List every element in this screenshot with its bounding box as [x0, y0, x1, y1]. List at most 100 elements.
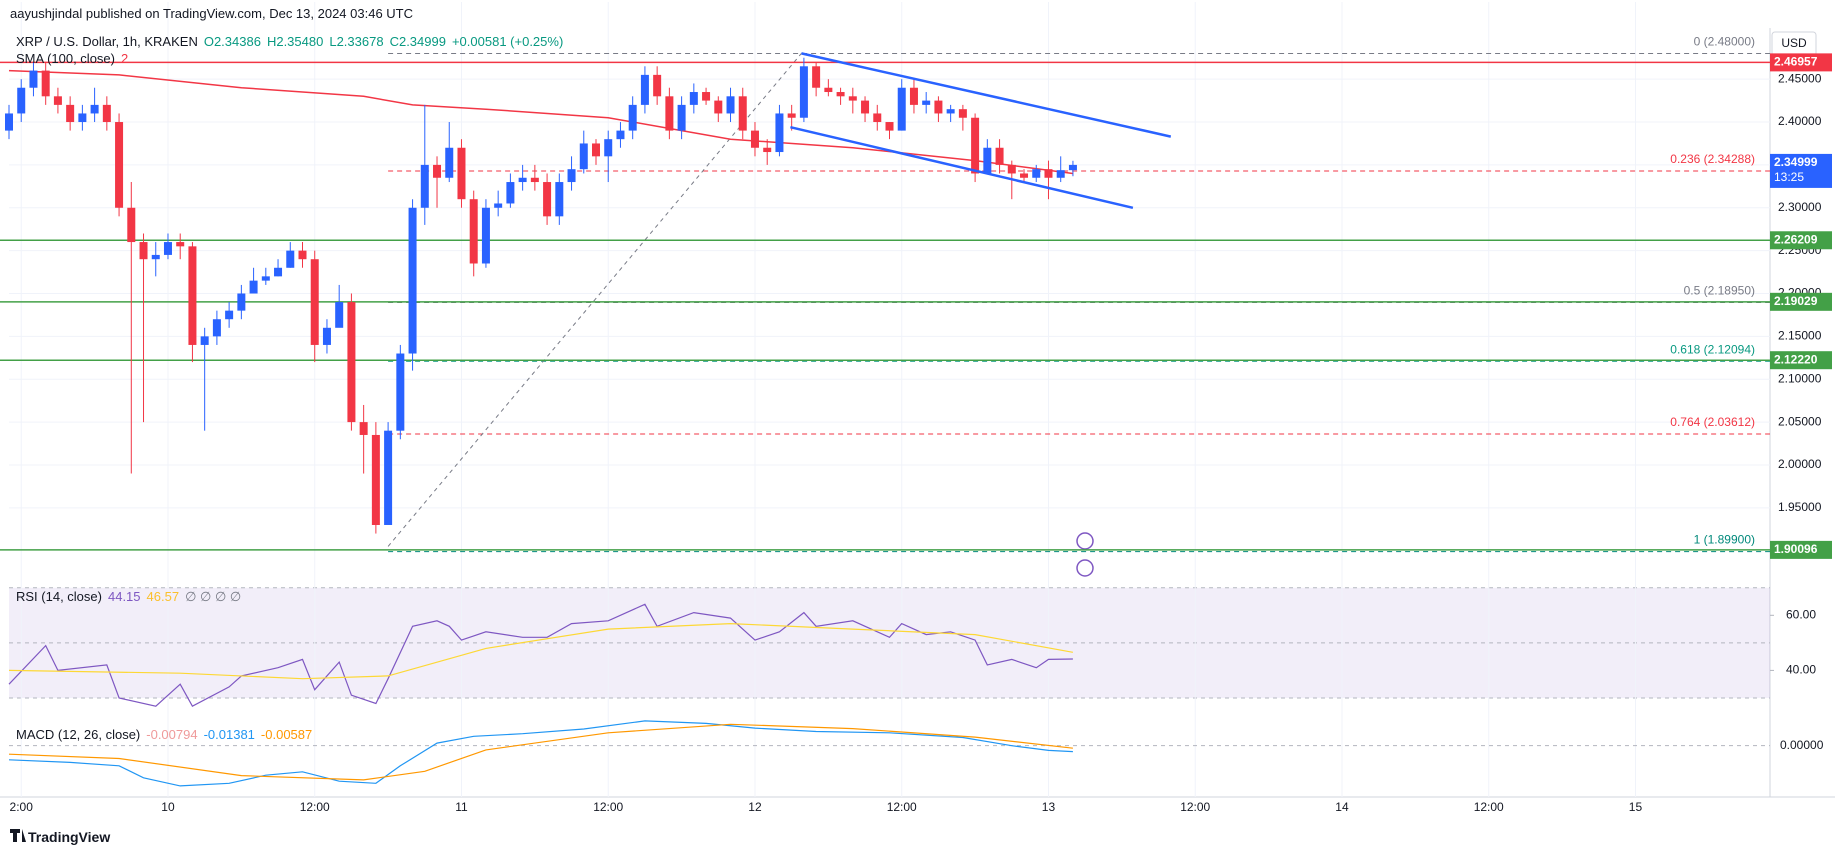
candle-body	[763, 147, 772, 153]
last-price-box	[1770, 153, 1832, 188]
candle-body	[983, 147, 992, 174]
y-tick-label: 2.10000	[1778, 371, 1822, 385]
candle-body	[457, 147, 466, 200]
fib-label: 0.5 (2.18950)	[1684, 284, 1755, 298]
rsi-name: RSI (14, close)	[16, 589, 102, 604]
level-price-box	[1770, 53, 1832, 72]
candle-body	[274, 267, 283, 277]
candle-body	[212, 319, 221, 337]
candle-body	[946, 109, 955, 114]
event-icon[interactable]	[1076, 559, 1094, 577]
candle-body	[702, 92, 711, 101]
candle-body	[139, 242, 148, 260]
candle-body	[384, 430, 393, 525]
candle-body	[322, 327, 331, 345]
candle-body	[616, 130, 625, 140]
fib-diagonal	[387, 53, 802, 547]
currency: USD	[1781, 36, 1807, 50]
fib-label: 1 (1.89900)	[1694, 533, 1755, 547]
x-tick-label: 11	[455, 800, 468, 814]
y-tick-label: 2.00000	[1778, 457, 1822, 471]
macd-line	[8, 720, 1073, 787]
y-tick-label: 2.30000	[1778, 200, 1822, 214]
candle-body	[873, 113, 882, 123]
level-price-box	[1770, 540, 1832, 559]
candle-body	[750, 130, 759, 148]
x-tick-label: 15	[1629, 800, 1643, 814]
fib-label: 0.764 (2.03612)	[1670, 415, 1755, 429]
candle-body	[66, 104, 75, 123]
candle-body	[1056, 170, 1065, 178]
candle-body	[971, 117, 980, 174]
y-tick-label: 1.95000	[1778, 500, 1822, 514]
candle-body	[396, 353, 405, 431]
macd-signal-value: -0.00587	[260, 727, 313, 742]
candle-body	[41, 70, 50, 97]
candle-body	[78, 113, 87, 123]
candle-body	[408, 207, 417, 354]
ohlc-close: C2.34999	[389, 34, 446, 49]
rsi-legend: RSI (14, close) 44.15 46.57 ∅ ∅ ∅ ∅	[16, 589, 241, 605]
level-price-box	[1770, 351, 1832, 370]
tv-logo	[10, 829, 26, 842]
rsi-line	[8, 622, 1074, 680]
candle-body	[640, 74, 649, 105]
candle-body	[286, 250, 295, 268]
x-tick-label: 2:00	[10, 800, 34, 814]
candle-body	[359, 422, 368, 435]
candle-body	[261, 276, 270, 281]
level-price-label: 2.26209	[1774, 232, 1818, 246]
candle-body	[738, 96, 747, 131]
fib-label: 0 (2.48000)	[1694, 35, 1755, 49]
publisher-header: aayushjindal published on TradingView.co…	[10, 6, 414, 21]
x-tick-label: 10	[161, 800, 175, 814]
candle-body	[5, 113, 13, 131]
level-price-label: 2.12220	[1774, 352, 1818, 366]
ohlc-open: O2.34386	[203, 34, 261, 49]
candle-body	[567, 169, 576, 183]
candle-body	[689, 92, 698, 105]
level-price-box	[1770, 231, 1832, 250]
y-tick-label: 2.45000	[1778, 71, 1822, 85]
macd-tick-label: 0.00000	[1780, 738, 1824, 752]
rsi-extra: ∅ ∅ ∅ ∅	[185, 589, 242, 604]
event-icon[interactable]	[1076, 532, 1094, 550]
macd-name: MACD (12, 26, close)	[16, 727, 141, 742]
rsi-ma-value: 46.57	[146, 589, 180, 604]
rsi-tick-label: 60.00	[1786, 607, 1816, 621]
candle-body	[29, 70, 38, 88]
ohlc-change: +0.00581 (+0.25%)	[451, 34, 564, 49]
candle-body	[225, 310, 234, 320]
level-price-box	[1770, 292, 1832, 311]
candle-body	[677, 104, 686, 131]
candle-body	[628, 104, 637, 131]
candle-body	[90, 104, 99, 114]
candle-body	[298, 250, 307, 260]
level-price-label: 2.19029	[1774, 294, 1818, 308]
candle-body	[958, 109, 967, 118]
y-tick-label: 2.40000	[1778, 114, 1822, 128]
candle-body	[433, 164, 442, 178]
candle-body	[824, 87, 833, 93]
x-tick-label: 13	[1042, 800, 1056, 814]
candle-body	[592, 143, 600, 157]
last-price-label: 2.34999	[1774, 155, 1818, 169]
sma-value: 2	[121, 51, 129, 66]
footer-brand: TradingView	[28, 829, 111, 845]
macd-legend: MACD (12, 26, close) -0.00794 -0.01381 -…	[16, 727, 312, 742]
candle-body	[861, 100, 870, 114]
candle-body	[836, 92, 845, 97]
x-tick-label: 12	[748, 800, 762, 814]
candle-body	[909, 87, 918, 105]
candle-body	[579, 143, 588, 170]
candle-body	[347, 302, 356, 423]
candle-body	[543, 182, 552, 217]
candle-body	[506, 182, 515, 204]
level-price-label: 1.90096	[1774, 542, 1818, 556]
x-tick-label: 12:00	[1474, 800, 1504, 814]
x-tick-label: 12:00	[1180, 800, 1210, 814]
candle-body	[249, 280, 258, 294]
